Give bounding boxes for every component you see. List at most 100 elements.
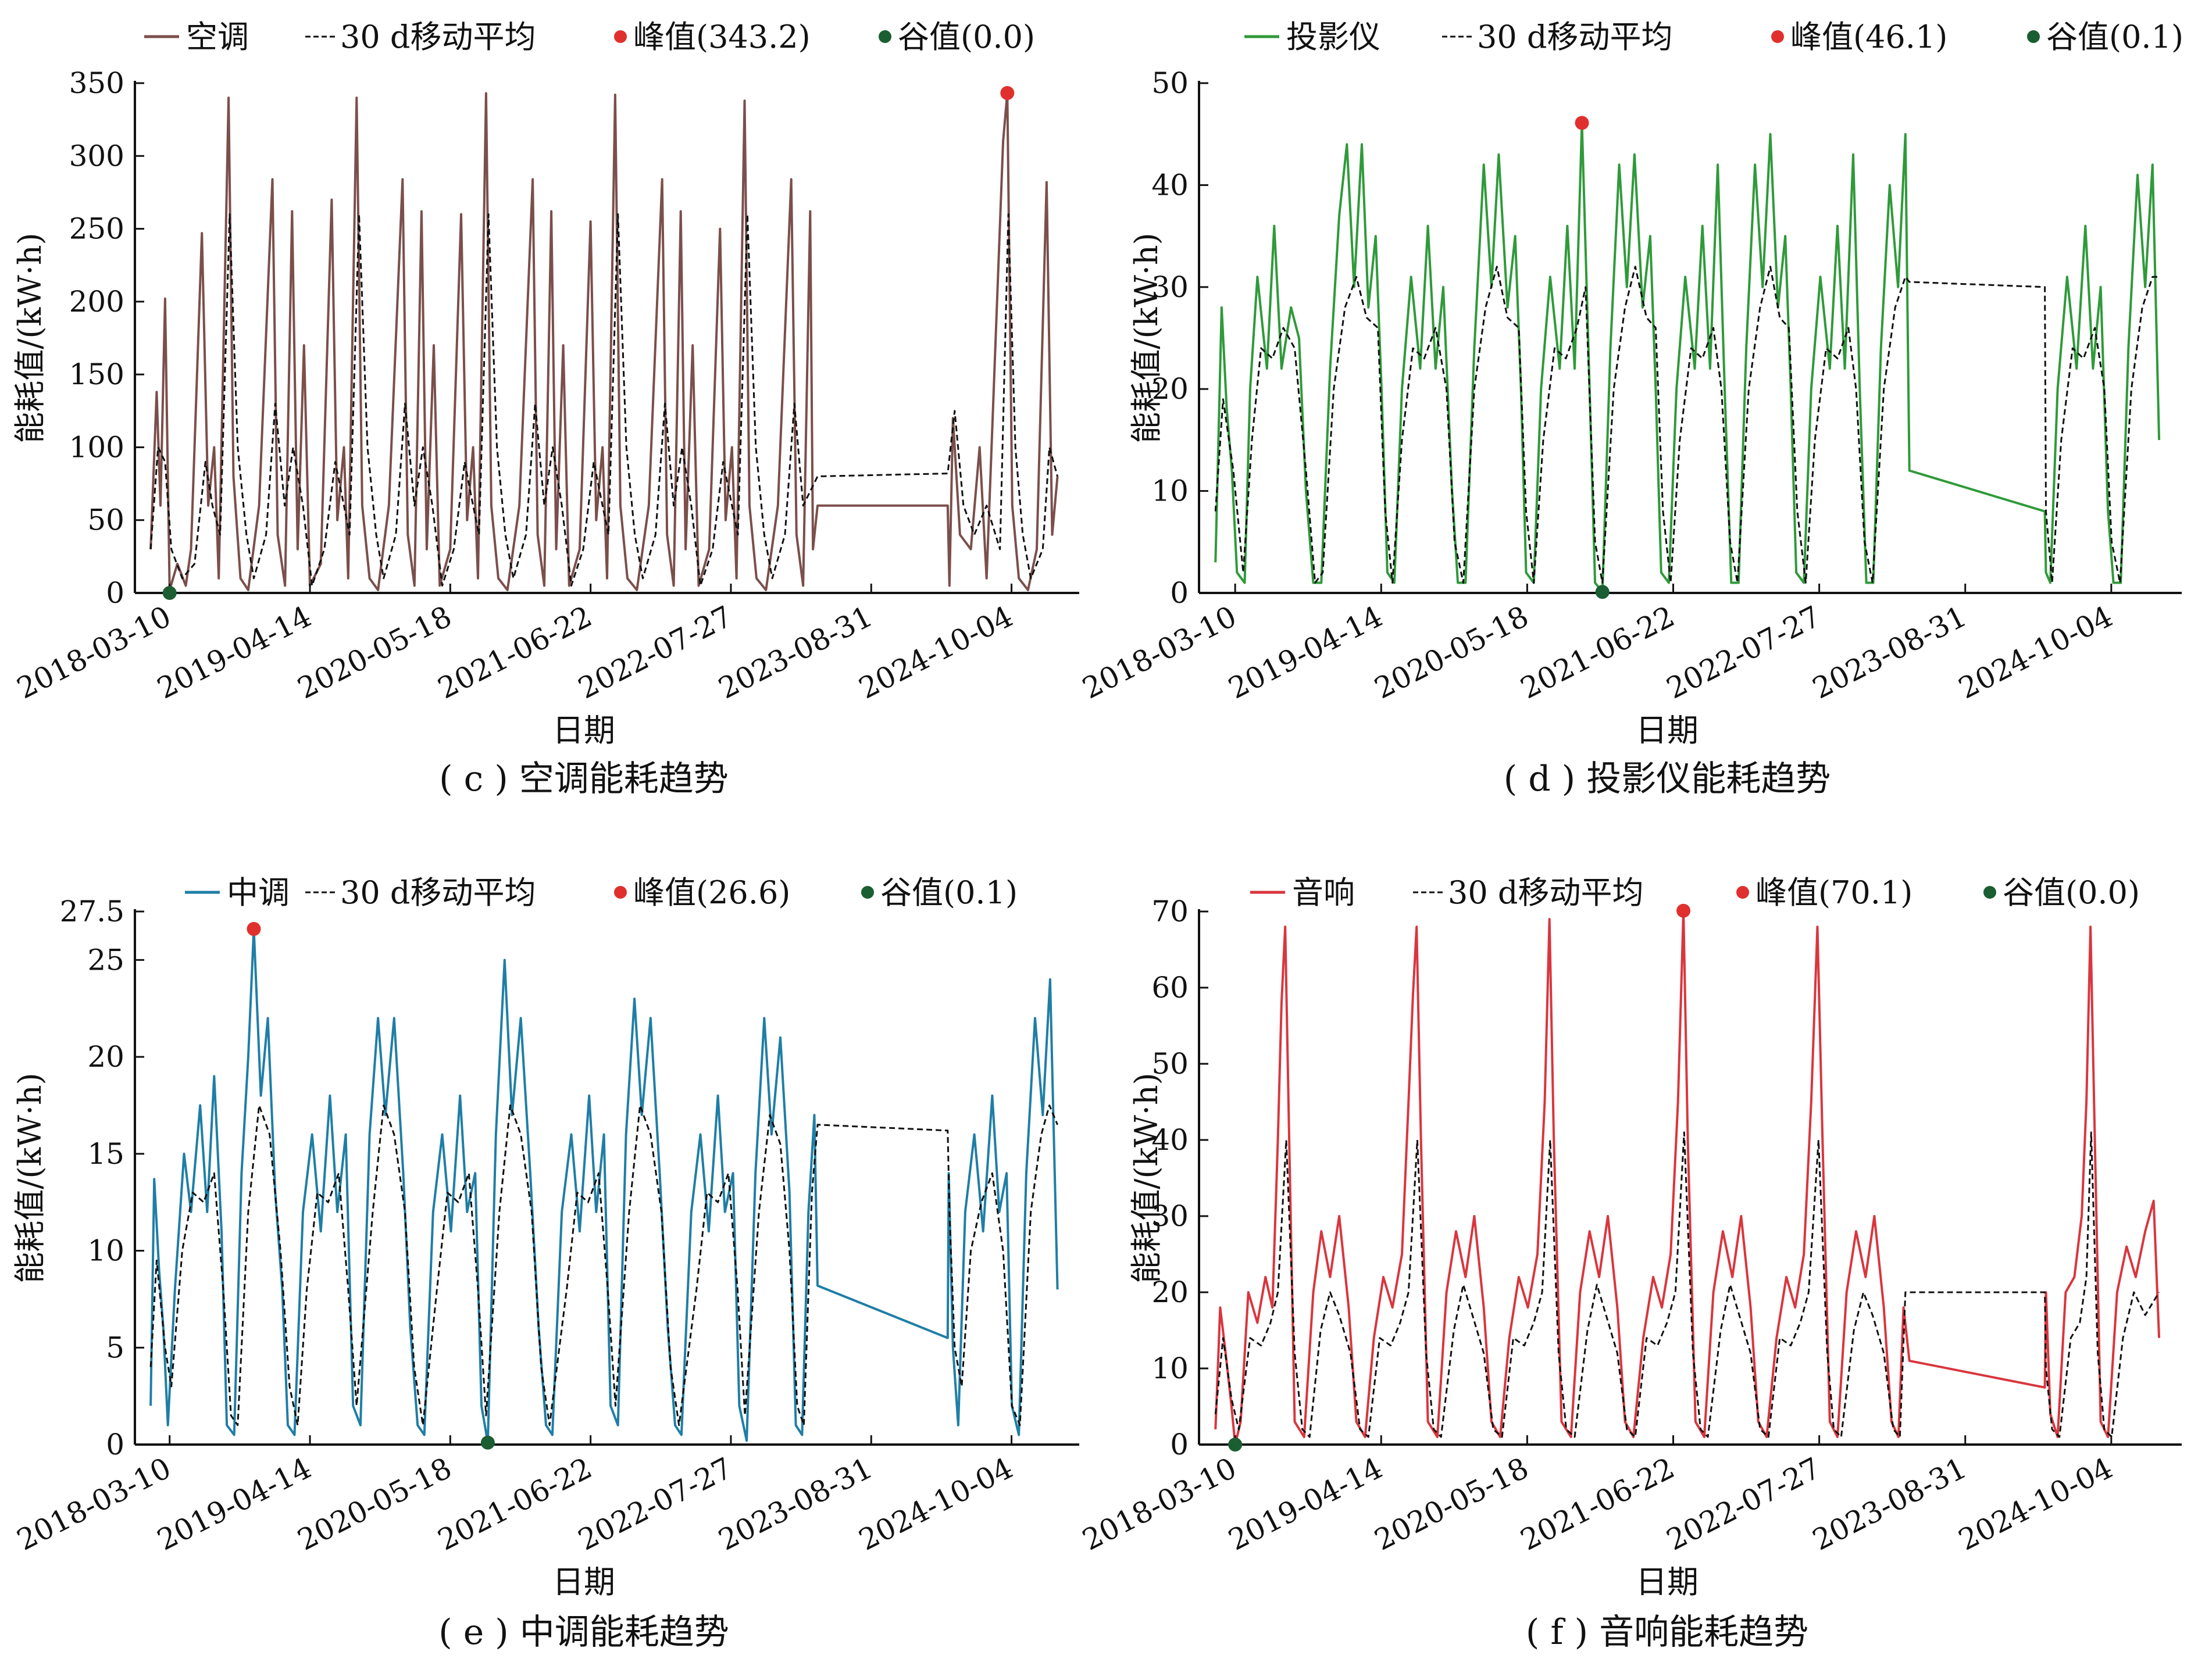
x-tick-label: 2020-05-18: [292, 1451, 457, 1557]
y-tick-label: 100: [69, 430, 124, 464]
x-tick-label: 2022-07-27: [1661, 1451, 1826, 1557]
legend-label: 谷值(0.0): [898, 19, 1035, 55]
legend-label: 峰值(70.1): [1755, 874, 1912, 911]
series-line-main: [149, 928, 1059, 1444]
legend-label: 30 d移动平均: [340, 874, 536, 911]
panel-caption: ( c ) 空调能耗趋势: [439, 759, 729, 799]
x-tick-label: 2018-03-10: [12, 599, 176, 706]
peak-marker: [247, 922, 261, 936]
legend-swatch-valley: [2027, 30, 2040, 43]
panel-caption: ( e ) 中调能耗趋势: [438, 1612, 729, 1653]
moving-average-line: [149, 1104, 1058, 1427]
y-tick-label: 300: [69, 139, 124, 173]
y-tick-label: 150: [69, 358, 124, 391]
legend-swatch-peak: [614, 886, 627, 899]
y-tick-label: 70: [1151, 895, 1189, 928]
y-tick-label: 50: [87, 503, 124, 537]
x-tick-label: 2023-08-31: [1807, 599, 1972, 706]
x-tick-label: 2023-08-31: [1807, 1451, 1972, 1557]
x-tick-label: 2023-08-31: [713, 1451, 878, 1557]
x-tick-label: 2022-07-27: [1661, 599, 1826, 706]
legend-label: 谷值(0.0): [2003, 874, 2140, 911]
x-tick-label: 2021-06-22: [1515, 1451, 1680, 1557]
x-axis-title: 日期: [1636, 712, 1699, 749]
y-tick-label: 5: [106, 1331, 124, 1364]
y-tick-label: 20: [1151, 372, 1189, 406]
x-tick-label: 2024-10-04: [854, 1451, 1018, 1557]
legend-label: 空调: [186, 19, 249, 55]
legend-swatch-peak: [614, 30, 627, 43]
y-tick-label: 30: [1151, 270, 1189, 304]
x-tick-label: 2019-04-14: [152, 599, 316, 706]
series-line-main: [149, 92, 1059, 591]
series-line-main: [1214, 121, 2161, 594]
x-tick-label: 2021-06-22: [433, 599, 597, 706]
panel-caption: ( d ) 投影仪能耗趋势: [1504, 759, 1831, 799]
legend-label: 音响: [1292, 874, 1355, 911]
x-tick-label: 2020-05-18: [292, 599, 457, 706]
y-tick-label: 27.5: [60, 895, 124, 928]
moving-average-line: [1214, 266, 2160, 584]
series-line-main: [1214, 909, 2161, 1446]
moving-average-line: [149, 213, 1059, 587]
valley-marker: [162, 586, 177, 600]
chart-panel-3: 0 5 10 15 20 25 27.5 2018-03-102019-04-142020-0…: [12, 874, 1079, 1653]
legend-label: 峰值(343.2): [633, 19, 811, 55]
x-axis-title: 日期: [552, 712, 615, 749]
y-axis-title: 能耗值/(kW·h): [12, 1073, 48, 1284]
chart-panel-2: 0 10 20 30 40 50 2018-03-102019-04-142020-05-1…: [1077, 19, 2183, 799]
y-tick-label: 40: [1151, 168, 1189, 202]
x-tick-label: 2019-04-14: [1223, 1451, 1388, 1557]
y-axis-title: 能耗值/(kW·h): [1128, 233, 1165, 444]
valley-marker: [1595, 585, 1610, 599]
x-tick-label: 2021-06-22: [433, 1451, 597, 1557]
peak-marker: [1676, 903, 1691, 918]
peak-marker: [1575, 116, 1589, 130]
legend-swatch-valley: [861, 886, 874, 899]
y-tick-label: 350: [69, 66, 124, 100]
y-axis-title: 能耗值/(kW·h): [12, 233, 48, 444]
y-tick-label: 30: [1151, 1199, 1189, 1233]
y-tick-label: 60: [1151, 971, 1189, 1005]
y-tick-label: 0: [1170, 576, 1189, 610]
y-tick-label: 50: [1151, 66, 1189, 100]
y-tick-label: 200: [69, 285, 124, 319]
legend-swatch-peak: [1736, 886, 1749, 899]
y-tick-label: 10: [1151, 1352, 1189, 1385]
legend-swatch-valley: [1983, 886, 1996, 899]
y-tick-label: 250: [69, 212, 124, 246]
x-tick-label: 2024-10-04: [1953, 1451, 2118, 1557]
legend-label: 谷值(0.1): [880, 874, 1018, 911]
x-tick-label: 2023-08-31: [713, 599, 878, 706]
legend-label: 中调: [227, 874, 290, 911]
y-tick-label: 25: [87, 943, 124, 977]
chart-panel-4: 0 10 20 30 40 50 60 70 2018-03-102019-04-142020-…: [1077, 874, 2182, 1653]
x-tick-label: 2024-10-04: [1953, 599, 2118, 706]
panel-caption: ( f ) 音响能耗趋势: [1526, 1612, 1808, 1653]
chart-panel-1: 0 50 100 150 200 250 300 350 2018-03-102019-04-1…: [12, 19, 1079, 799]
x-tick-label: 2019-04-14: [152, 1451, 316, 1557]
valley-marker: [480, 1435, 495, 1450]
legend-label: 峰值(46.1): [1790, 19, 1947, 55]
valley-marker: [1228, 1438, 1243, 1452]
y-tick-label: 40: [1151, 1123, 1189, 1157]
legend-label: 30 d移动平均: [1448, 874, 1643, 911]
x-tick-label: 2022-07-27: [573, 599, 737, 706]
x-tick-label: 2019-04-14: [1223, 599, 1388, 706]
moving-average-line: [1214, 1131, 2160, 1438]
legend-label: 投影仪: [1286, 19, 1380, 55]
x-tick-label: 2018-03-10: [1077, 599, 1241, 706]
x-tick-label: 2020-05-18: [1369, 599, 1534, 706]
x-axis-title: 日期: [552, 1564, 615, 1600]
y-tick-label: 0: [106, 1428, 124, 1461]
y-tick-label: 10: [87, 1234, 124, 1268]
legend-swatch-valley: [879, 30, 891, 43]
y-tick-label: 20: [1151, 1275, 1189, 1309]
x-tick-label: 2018-03-10: [12, 1451, 176, 1557]
x-axis-title: 日期: [1636, 1564, 1699, 1600]
y-tick-label: 0: [106, 576, 124, 610]
peak-marker: [1000, 86, 1015, 101]
x-tick-label: 2022-07-27: [573, 1451, 737, 1557]
y-tick-label: 50: [1151, 1047, 1189, 1081]
